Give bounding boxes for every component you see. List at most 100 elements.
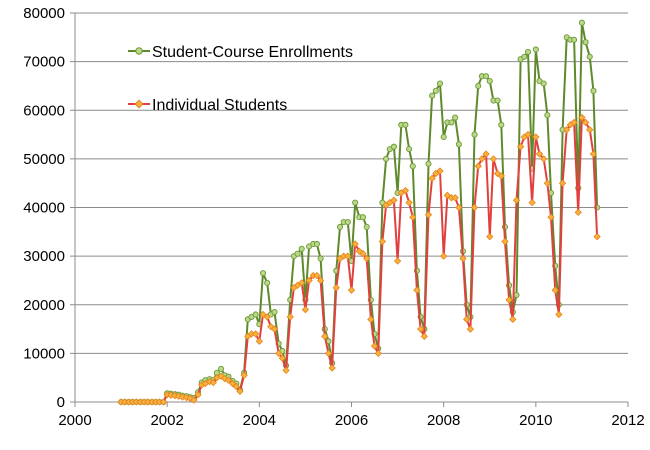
data-point bbox=[466, 325, 475, 333]
data-point bbox=[218, 365, 225, 372]
data-point bbox=[535, 150, 544, 158]
y-axis-tick-labels: 0 10000 20000 30000 40000 50000 60000 70000 8000… bbox=[23, 5, 65, 411]
data-point bbox=[581, 118, 590, 127]
data-point bbox=[516, 143, 525, 151]
data-point bbox=[593, 233, 601, 241]
x-tick-label: 2010 bbox=[519, 412, 552, 429]
data-point bbox=[501, 237, 509, 246]
data-point bbox=[478, 155, 486, 163]
data-point bbox=[436, 80, 444, 87]
data-point bbox=[209, 378, 217, 387]
data-point bbox=[482, 150, 490, 158]
data-point bbox=[252, 311, 259, 318]
data-point bbox=[305, 276, 313, 285]
y-tick-label: 20000 bbox=[23, 297, 65, 314]
data-point bbox=[436, 167, 444, 175]
data-point bbox=[474, 162, 482, 170]
data-point bbox=[544, 112, 551, 119]
data-point bbox=[555, 310, 563, 319]
data-point bbox=[282, 366, 290, 375]
series-layer bbox=[117, 19, 601, 406]
y-tick-label: 60000 bbox=[23, 102, 65, 119]
data-point bbox=[359, 250, 367, 258]
data-point bbox=[451, 194, 459, 202]
data-point bbox=[455, 141, 462, 148]
y-tick-label: 50000 bbox=[23, 151, 65, 168]
data-point bbox=[321, 332, 329, 341]
data-point bbox=[264, 279, 271, 286]
legend: Student-Course Enrollments Individual St… bbox=[128, 44, 353, 114]
series-line bbox=[121, 116, 599, 403]
data-point bbox=[563, 126, 571, 134]
data-point bbox=[363, 223, 370, 230]
data-point bbox=[416, 325, 425, 333]
data-point bbox=[513, 291, 520, 299]
y-tick-label: 70000 bbox=[23, 54, 65, 71]
data-point bbox=[286, 313, 294, 321]
y-tick-label: 30000 bbox=[23, 248, 65, 265]
data-point bbox=[383, 155, 390, 162]
data-point bbox=[558, 179, 567, 187]
data-point bbox=[409, 163, 416, 170]
data-point bbox=[547, 213, 555, 221]
data-point bbox=[275, 349, 283, 358]
data-point bbox=[543, 179, 552, 187]
data-point bbox=[367, 315, 375, 324]
data-point bbox=[393, 257, 402, 265]
data-point bbox=[405, 198, 413, 207]
legend-entry-students: Individual Students bbox=[128, 97, 287, 114]
data-point bbox=[578, 19, 585, 26]
data-point bbox=[440, 133, 447, 141]
data-point bbox=[194, 391, 202, 399]
data-point bbox=[221, 374, 229, 383]
legend-marker-enrollments bbox=[135, 47, 143, 55]
data-point bbox=[570, 118, 578, 127]
data-point bbox=[351, 240, 359, 248]
x-tick-label: 2002 bbox=[150, 412, 183, 429]
data-point bbox=[571, 36, 578, 43]
data-point bbox=[363, 254, 371, 263]
y-tick-label: 40000 bbox=[23, 200, 65, 217]
data-point bbox=[475, 82, 482, 89]
data-point bbox=[409, 213, 417, 221]
data-point bbox=[540, 80, 547, 87]
data-point bbox=[328, 364, 336, 372]
data-point bbox=[586, 126, 594, 134]
data-point bbox=[448, 119, 455, 126]
data-point bbox=[355, 247, 363, 255]
data-point bbox=[524, 48, 532, 55]
data-point bbox=[424, 211, 433, 219]
data-point bbox=[578, 113, 586, 122]
data-point bbox=[313, 271, 321, 280]
data-point bbox=[589, 150, 598, 158]
data-point bbox=[316, 276, 325, 285]
data-point bbox=[440, 252, 448, 260]
data-point bbox=[278, 354, 287, 362]
data-point bbox=[486, 78, 493, 85]
legend-label-enrollments: Student-Course Enrollments bbox=[152, 44, 353, 61]
data-point bbox=[270, 325, 279, 333]
x-axis-tick-labels: 2000 2002 2004 2006 2008 2010 2012 bbox=[58, 412, 644, 429]
data-point bbox=[428, 174, 436, 182]
data-point bbox=[313, 240, 320, 248]
series-enrollments bbox=[118, 19, 601, 406]
legend-entry-enrollments: Student-Course Enrollments bbox=[128, 44, 353, 61]
data-point bbox=[271, 308, 278, 316]
data-point bbox=[294, 250, 301, 257]
data-point bbox=[236, 387, 244, 395]
data-point bbox=[352, 199, 359, 206]
data-point bbox=[489, 155, 498, 163]
data-point bbox=[452, 114, 459, 121]
data-point bbox=[159, 398, 168, 406]
data-point bbox=[190, 396, 198, 404]
data-point bbox=[521, 53, 528, 60]
data-point bbox=[251, 330, 260, 338]
data-point bbox=[370, 342, 379, 350]
data-point bbox=[259, 270, 267, 277]
x-tick-label: 2008 bbox=[427, 412, 460, 429]
data-point bbox=[512, 196, 521, 204]
data-point bbox=[420, 332, 428, 341]
y-tick-label: 80000 bbox=[23, 5, 65, 22]
data-point bbox=[493, 169, 502, 178]
data-point bbox=[378, 237, 387, 246]
